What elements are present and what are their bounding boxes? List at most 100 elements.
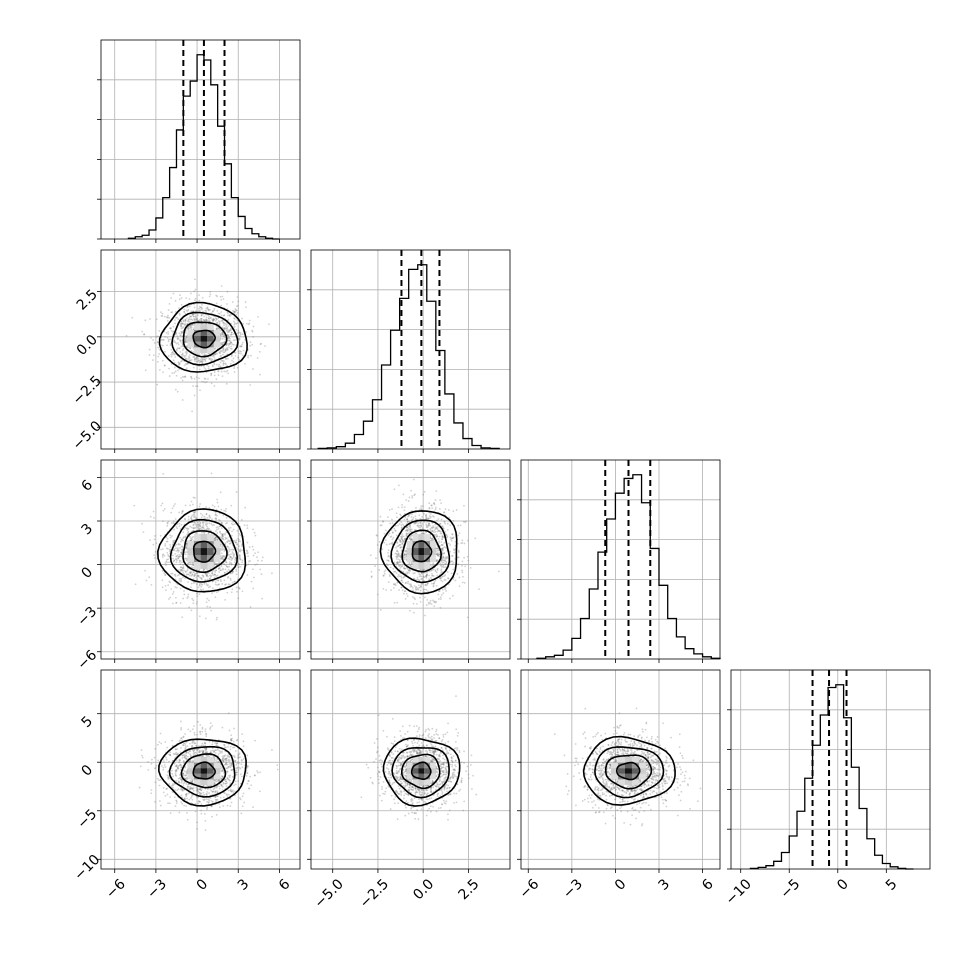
sample-point [404, 597, 407, 600]
sample-point [199, 788, 202, 791]
sample-point [221, 319, 224, 322]
sample-point [194, 278, 196, 281]
sample-point [451, 594, 454, 597]
sample-point [175, 764, 178, 767]
sample-point [180, 322, 183, 325]
sample-point [193, 394, 196, 397]
sample-point [461, 581, 464, 584]
sample-point [252, 587, 255, 590]
sample-point [179, 720, 182, 723]
sample-point [201, 296, 204, 299]
sample-point [184, 547, 187, 550]
sample-point [441, 535, 444, 538]
sample-point [162, 339, 164, 341]
sample-point [400, 527, 403, 529]
contour-0 [192, 540, 217, 563]
sample-point [176, 574, 179, 577]
sample-point [395, 555, 397, 558]
sample-point [400, 586, 403, 589]
sample-point [246, 550, 249, 553]
sample-point [175, 601, 178, 604]
sample-point [188, 798, 191, 801]
sample-point [134, 583, 137, 586]
density-cell [187, 554, 195, 562]
sample-point [190, 539, 193, 542]
sample-point [259, 568, 262, 571]
sample-point [447, 577, 450, 580]
sample-point [216, 318, 218, 321]
sample-point [433, 502, 436, 505]
sample-point [406, 533, 408, 535]
sample-point [181, 796, 184, 799]
sample-point [419, 589, 422, 592]
sample-point [404, 572, 407, 575]
sample-point [260, 559, 263, 562]
sample-point [417, 584, 420, 587]
sample-point [429, 576, 432, 579]
sample-point [245, 322, 248, 325]
sample-point [233, 322, 236, 325]
sample-point [233, 310, 235, 313]
sample-point [220, 311, 223, 313]
sample-point [214, 353, 216, 356]
sample-point [174, 552, 177, 555]
sample-point [161, 569, 164, 572]
sample-point [238, 563, 240, 566]
sample-point [191, 518, 193, 521]
sample-point [180, 801, 182, 803]
sample-point [183, 557, 186, 560]
sample-point [230, 313, 233, 316]
sample-point [214, 571, 216, 573]
sample-point [404, 558, 406, 561]
sample-point [181, 349, 184, 351]
sample-point [190, 377, 193, 380]
sample-point [399, 564, 402, 567]
sample-point [406, 572, 409, 575]
sample-point [239, 550, 241, 553]
sample-point [190, 292, 192, 295]
sample-point [390, 542, 393, 545]
sample-point [218, 571, 221, 573]
sample-point [207, 365, 210, 368]
sample-point [185, 363, 188, 365]
sample-point [240, 345, 243, 348]
sample-point [231, 343, 234, 346]
sample-point [175, 348, 178, 351]
sample-point [221, 331, 224, 334]
sample-point [187, 305, 189, 308]
sample-point [175, 802, 178, 805]
sample-point [205, 748, 208, 751]
sample-point [172, 540, 174, 542]
sample-point [441, 552, 444, 555]
sample-point [422, 493, 425, 496]
sample-point [397, 573, 400, 576]
sample-point [397, 553, 400, 556]
sample-point [188, 318, 191, 321]
sample-point [420, 575, 423, 578]
sample-point [406, 571, 409, 574]
sample-point [203, 319, 205, 321]
sample-point [395, 550, 398, 553]
sample-point [399, 540, 401, 543]
sample-point [436, 574, 439, 577]
sample-point [192, 514, 195, 516]
sample-point [187, 752, 190, 754]
sample-point [198, 584, 201, 587]
sample-point [168, 375, 171, 377]
sample-point [440, 559, 443, 561]
sample-point [180, 551, 182, 554]
sample-point [252, 528, 254, 531]
sample-point [245, 564, 248, 567]
sample-point [210, 805, 213, 807]
sample-point [408, 537, 411, 540]
sample-point [177, 557, 179, 560]
density-cell [418, 554, 425, 562]
sample-point [401, 579, 403, 581]
sample-point [177, 361, 180, 364]
sample-point [213, 778, 216, 781]
sample-point [230, 556, 232, 559]
sample-point [180, 577, 183, 580]
sample-point [443, 541, 446, 544]
sample-point [231, 790, 233, 793]
sample-point [172, 522, 175, 524]
